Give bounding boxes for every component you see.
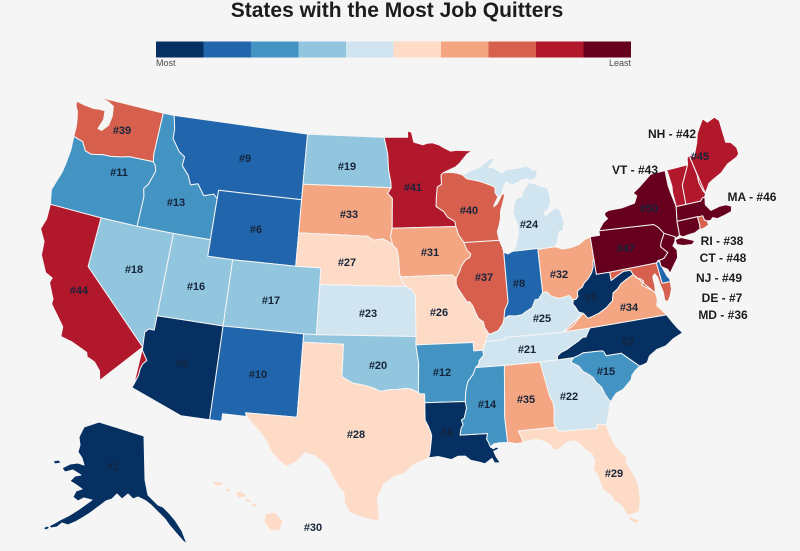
svg-text:#1: #1 xyxy=(107,461,119,473)
svg-text:#39: #39 xyxy=(113,125,131,137)
svg-text:#19: #19 xyxy=(338,161,356,173)
svg-text:#17: #17 xyxy=(262,295,280,307)
svg-text:MD - #36: MD - #36 xyxy=(698,308,748,322)
svg-text:#12: #12 xyxy=(433,367,451,379)
svg-text:#16: #16 xyxy=(187,281,205,293)
svg-text:#40: #40 xyxy=(460,205,478,217)
svg-text:DE - #7: DE - #7 xyxy=(702,291,743,305)
svg-text:#2: #2 xyxy=(622,336,634,348)
svg-text:#31: #31 xyxy=(421,247,439,259)
svg-text:#37: #37 xyxy=(475,272,493,284)
svg-text:NJ - #49: NJ - #49 xyxy=(696,271,742,285)
svg-text:Most: Most xyxy=(156,58,176,68)
svg-text:CT - #48: CT - #48 xyxy=(700,251,747,265)
svg-text:Least: Least xyxy=(609,58,632,68)
svg-text:VT - #43: VT - #43 xyxy=(612,163,658,177)
svg-text:#4: #4 xyxy=(441,427,454,439)
svg-text:#9: #9 xyxy=(239,153,251,165)
svg-text:#22: #22 xyxy=(560,391,578,403)
svg-text:#29: #29 xyxy=(605,468,623,480)
svg-text:States with the Most Job Quitt: States with the Most Job Quitters xyxy=(231,0,564,22)
svg-text:#28: #28 xyxy=(347,429,365,441)
svg-text:#23: #23 xyxy=(359,308,377,320)
svg-text:#50: #50 xyxy=(640,203,658,215)
svg-text:#11: #11 xyxy=(110,167,128,179)
svg-text:#10: #10 xyxy=(249,369,267,381)
svg-text:#47: #47 xyxy=(617,243,635,255)
svg-text:#45: #45 xyxy=(691,151,709,163)
svg-text:MA - #46: MA - #46 xyxy=(728,190,777,204)
svg-text:#13: #13 xyxy=(167,197,185,209)
svg-text:#18: #18 xyxy=(125,264,143,276)
svg-text:RI - #38: RI - #38 xyxy=(701,234,744,248)
svg-text:#20: #20 xyxy=(369,360,387,372)
svg-text:#41: #41 xyxy=(404,182,422,194)
svg-text:#3: #3 xyxy=(176,358,188,370)
svg-text:#27: #27 xyxy=(338,257,356,269)
svg-text:#25: #25 xyxy=(533,313,551,325)
svg-text:NH - #42: NH - #42 xyxy=(648,127,696,141)
svg-text:#32: #32 xyxy=(550,269,568,281)
svg-text:#24: #24 xyxy=(520,219,539,231)
svg-text:#35: #35 xyxy=(517,394,535,406)
svg-text:#33: #33 xyxy=(340,209,358,221)
svg-text:#21: #21 xyxy=(518,344,536,356)
svg-text:#14: #14 xyxy=(478,399,497,411)
svg-text:#8: #8 xyxy=(513,278,525,290)
svg-text:#5: #5 xyxy=(585,292,597,304)
svg-text:#34: #34 xyxy=(620,302,639,314)
svg-text:#6: #6 xyxy=(250,224,262,236)
svg-text:#44: #44 xyxy=(70,285,89,297)
svg-text:#15: #15 xyxy=(597,366,615,378)
svg-text:#30: #30 xyxy=(304,522,322,534)
svg-text:#26: #26 xyxy=(430,307,448,319)
